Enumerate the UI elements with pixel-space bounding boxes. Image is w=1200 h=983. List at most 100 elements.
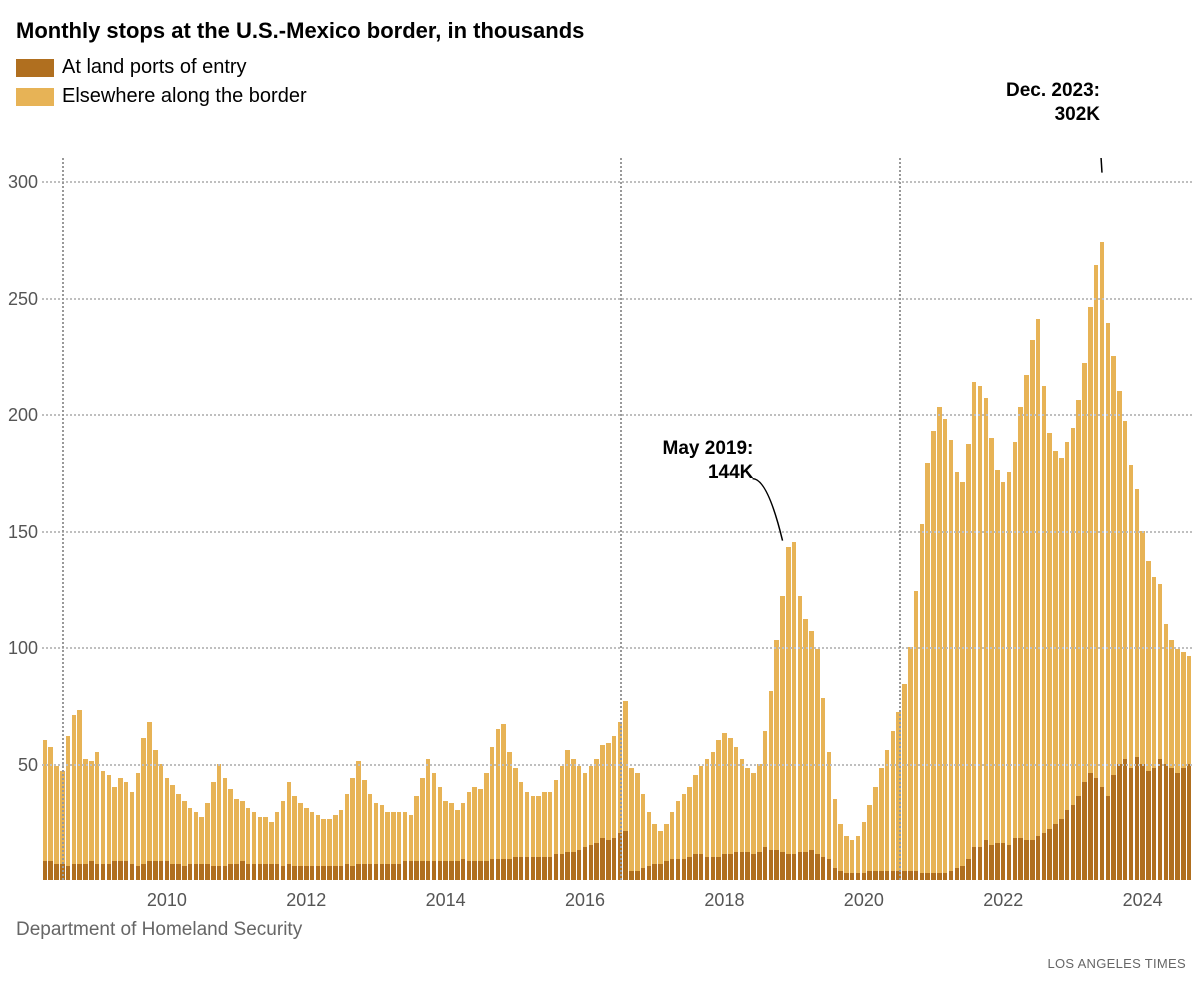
x-tick-label: 2022 [983, 890, 1023, 911]
bar-segment-elsewhere [745, 768, 750, 852]
bar [374, 803, 379, 880]
bar-segment-elsewhere [786, 547, 791, 854]
bar-segment-elsewhere [304, 808, 309, 866]
bar-segment-elsewhere [908, 647, 913, 871]
bar [43, 740, 48, 880]
bar [1123, 421, 1128, 880]
bar-segment-elsewhere [658, 831, 663, 864]
bar [1042, 386, 1047, 880]
bar-segment-elsewhere [1088, 307, 1093, 773]
bar-segment-ports [89, 861, 94, 880]
bar-segment-ports [1158, 759, 1163, 880]
bar-segment-ports [83, 864, 88, 880]
bar-segment-elsewhere [711, 752, 716, 857]
bar [1187, 656, 1192, 880]
bar-segment-elsewhere [693, 775, 698, 854]
bar [1036, 319, 1041, 880]
bar-segment-ports [774, 850, 779, 880]
bar-segment-elsewhere [978, 386, 983, 847]
bar-segment-ports [1047, 829, 1052, 880]
y-tick-label: 150 [6, 522, 38, 543]
bar [1030, 340, 1035, 880]
bar [745, 768, 750, 880]
bar [269, 822, 274, 880]
bar-segment-ports [153, 861, 158, 880]
bar-segment-elsewhere [43, 740, 48, 861]
bar-segment-elsewhere [612, 736, 617, 838]
bar-segment-ports [1111, 775, 1116, 880]
bar-segment-ports [269, 864, 274, 880]
bar-segment-elsewhere [461, 803, 466, 859]
bar-segment-ports [1024, 840, 1029, 880]
bar-segment-ports [699, 854, 704, 880]
bar [48, 747, 53, 880]
bar [83, 759, 88, 880]
bar-segment-ports [885, 871, 890, 880]
bar [821, 698, 826, 880]
x-tick-label: 2014 [426, 890, 466, 911]
bar-segment-ports [682, 859, 687, 880]
bar [443, 801, 448, 880]
bar-segment-elsewhere [147, 722, 152, 862]
bar-segment-elsewhere [931, 431, 936, 874]
bar [211, 782, 216, 880]
bar-segment-ports [258, 864, 263, 880]
bar-segment-ports [676, 859, 681, 880]
bar-segment-elsewhere [850, 840, 855, 873]
chart-title: Monthly stops at the U.S.-Mexico border,… [16, 18, 584, 44]
bar-segment-elsewhere [136, 773, 141, 866]
bar-segment-elsewhere [72, 715, 77, 864]
bar [589, 766, 594, 880]
bar-segment-elsewhere [949, 440, 954, 871]
gridline [42, 764, 1192, 766]
bar [356, 761, 361, 880]
bar [757, 764, 762, 880]
bar-segment-elsewhere [867, 805, 872, 870]
bar [687, 787, 692, 880]
bar [664, 824, 669, 880]
bar-segment-ports [641, 868, 646, 880]
bar [345, 794, 350, 880]
bar [101, 771, 106, 880]
bar [409, 815, 414, 880]
bar-segment-ports [136, 866, 141, 880]
bar-segment-elsewhere [339, 810, 344, 866]
bar [368, 794, 373, 880]
bar-segment-ports [223, 866, 228, 880]
bar-segment-ports [583, 847, 588, 880]
bar [885, 750, 890, 880]
bar-segment-elsewhere [165, 778, 170, 862]
bar-segment-elsewhere [240, 801, 245, 862]
x-tick-label: 2012 [286, 890, 326, 911]
bar-segment-elsewhere [77, 710, 82, 864]
bar-segment-ports [1088, 773, 1093, 880]
bar [647, 812, 652, 880]
bar-segment-elsewhere [391, 812, 396, 863]
bar-segment-ports [1140, 764, 1145, 880]
bar-segment-elsewhere [159, 764, 164, 862]
bar [925, 463, 930, 880]
bar-segment-elsewhere [327, 819, 332, 866]
bar [136, 773, 141, 880]
annotation-label: Dec. 2023:302K [1006, 79, 1100, 127]
bar [472, 787, 477, 880]
bar-segment-ports [577, 850, 582, 880]
bar-segment-elsewhere [1076, 400, 1081, 796]
bar-segment-ports [1071, 805, 1076, 880]
bar-segment-elsewhere [112, 787, 117, 862]
bar-segment-ports [867, 871, 872, 880]
bar-segment-ports [165, 861, 170, 880]
bar-segment-ports [635, 871, 640, 880]
bar [827, 752, 832, 880]
bar-segment-elsewhere [432, 773, 437, 862]
bar [350, 778, 355, 880]
bar-segment-elsewhere [467, 792, 472, 862]
bar-segment-ports [1187, 764, 1192, 880]
bar-segment-elsewhere [472, 787, 477, 862]
bar-segment-elsewhere [1123, 421, 1128, 759]
bar [1047, 433, 1052, 880]
legend: At land ports of entryElsewhere along th… [16, 56, 307, 114]
bar-segment-ports [333, 866, 338, 880]
bar [223, 778, 228, 880]
bar [809, 631, 814, 880]
